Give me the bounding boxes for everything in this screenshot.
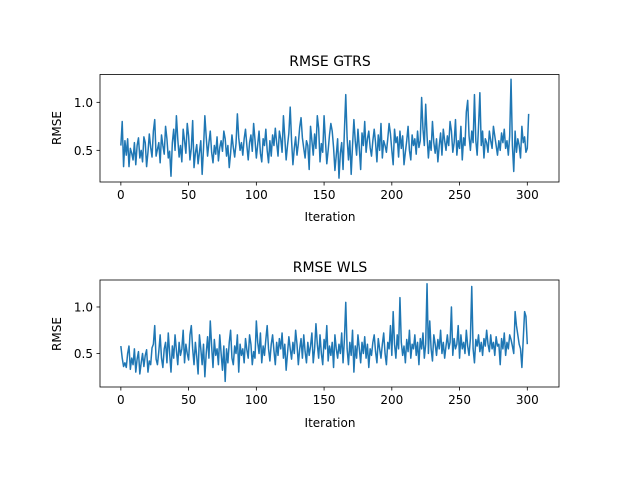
x-tick-label: 300	[516, 393, 539, 407]
y-axis-label: RMSE	[50, 111, 64, 145]
x-axis-ticks: 0 50 100 150 200 250 300	[117, 182, 539, 202]
y-tick-label: 0.5	[74, 347, 93, 361]
axes-frame	[99, 279, 560, 388]
x-tick-label: 200	[380, 188, 403, 202]
y-axis-ticks: 0.5 1.0	[74, 96, 100, 158]
y-axis-ticks: 0.5 1.0	[74, 300, 100, 361]
series-line	[120, 78, 530, 179]
x-tick-label: 100	[245, 393, 268, 407]
subplot-rmse-wls: RMSE WLS 0 50 100 150 200 250 300 0.5 1.0 Itera…	[50, 260, 560, 430]
y-axis-label: RMSE	[50, 317, 64, 351]
x-tick-label: 100	[245, 188, 268, 202]
x-axis-label: Iteration	[305, 416, 356, 430]
x-tick-label: 250	[448, 393, 471, 407]
y-tick-label: 1.0	[74, 96, 93, 110]
chart-title: RMSE WLS	[293, 260, 368, 276]
chart-title: RMSE GTRS	[289, 54, 371, 70]
x-tick-label: 50	[181, 393, 196, 407]
x-tick-label: 0	[117, 188, 125, 202]
x-tick-label: 50	[181, 188, 196, 202]
subplot-rmse-gtrs: RMSE GTRS 0 50 100 150 200 250 300 0.5 1.0 Iter…	[50, 54, 560, 224]
series-layer	[120, 78, 530, 179]
x-tick-label: 200	[380, 393, 403, 407]
x-tick-label: 300	[516, 188, 539, 202]
x-tick-label: 150	[313, 393, 336, 407]
x-axis-label: Iteration	[305, 210, 356, 224]
axes-frame	[99, 74, 560, 183]
y-tick-label: 0.5	[74, 144, 93, 158]
x-tick-label: 0	[117, 393, 125, 407]
series-line	[120, 282, 529, 383]
x-tick-label: 250	[448, 188, 471, 202]
x-tick-label: 150	[313, 188, 336, 202]
series-layer	[120, 282, 529, 383]
x-axis-ticks: 0 50 100 150 200 250 300	[117, 387, 539, 407]
y-tick-label: 1.0	[74, 300, 93, 314]
